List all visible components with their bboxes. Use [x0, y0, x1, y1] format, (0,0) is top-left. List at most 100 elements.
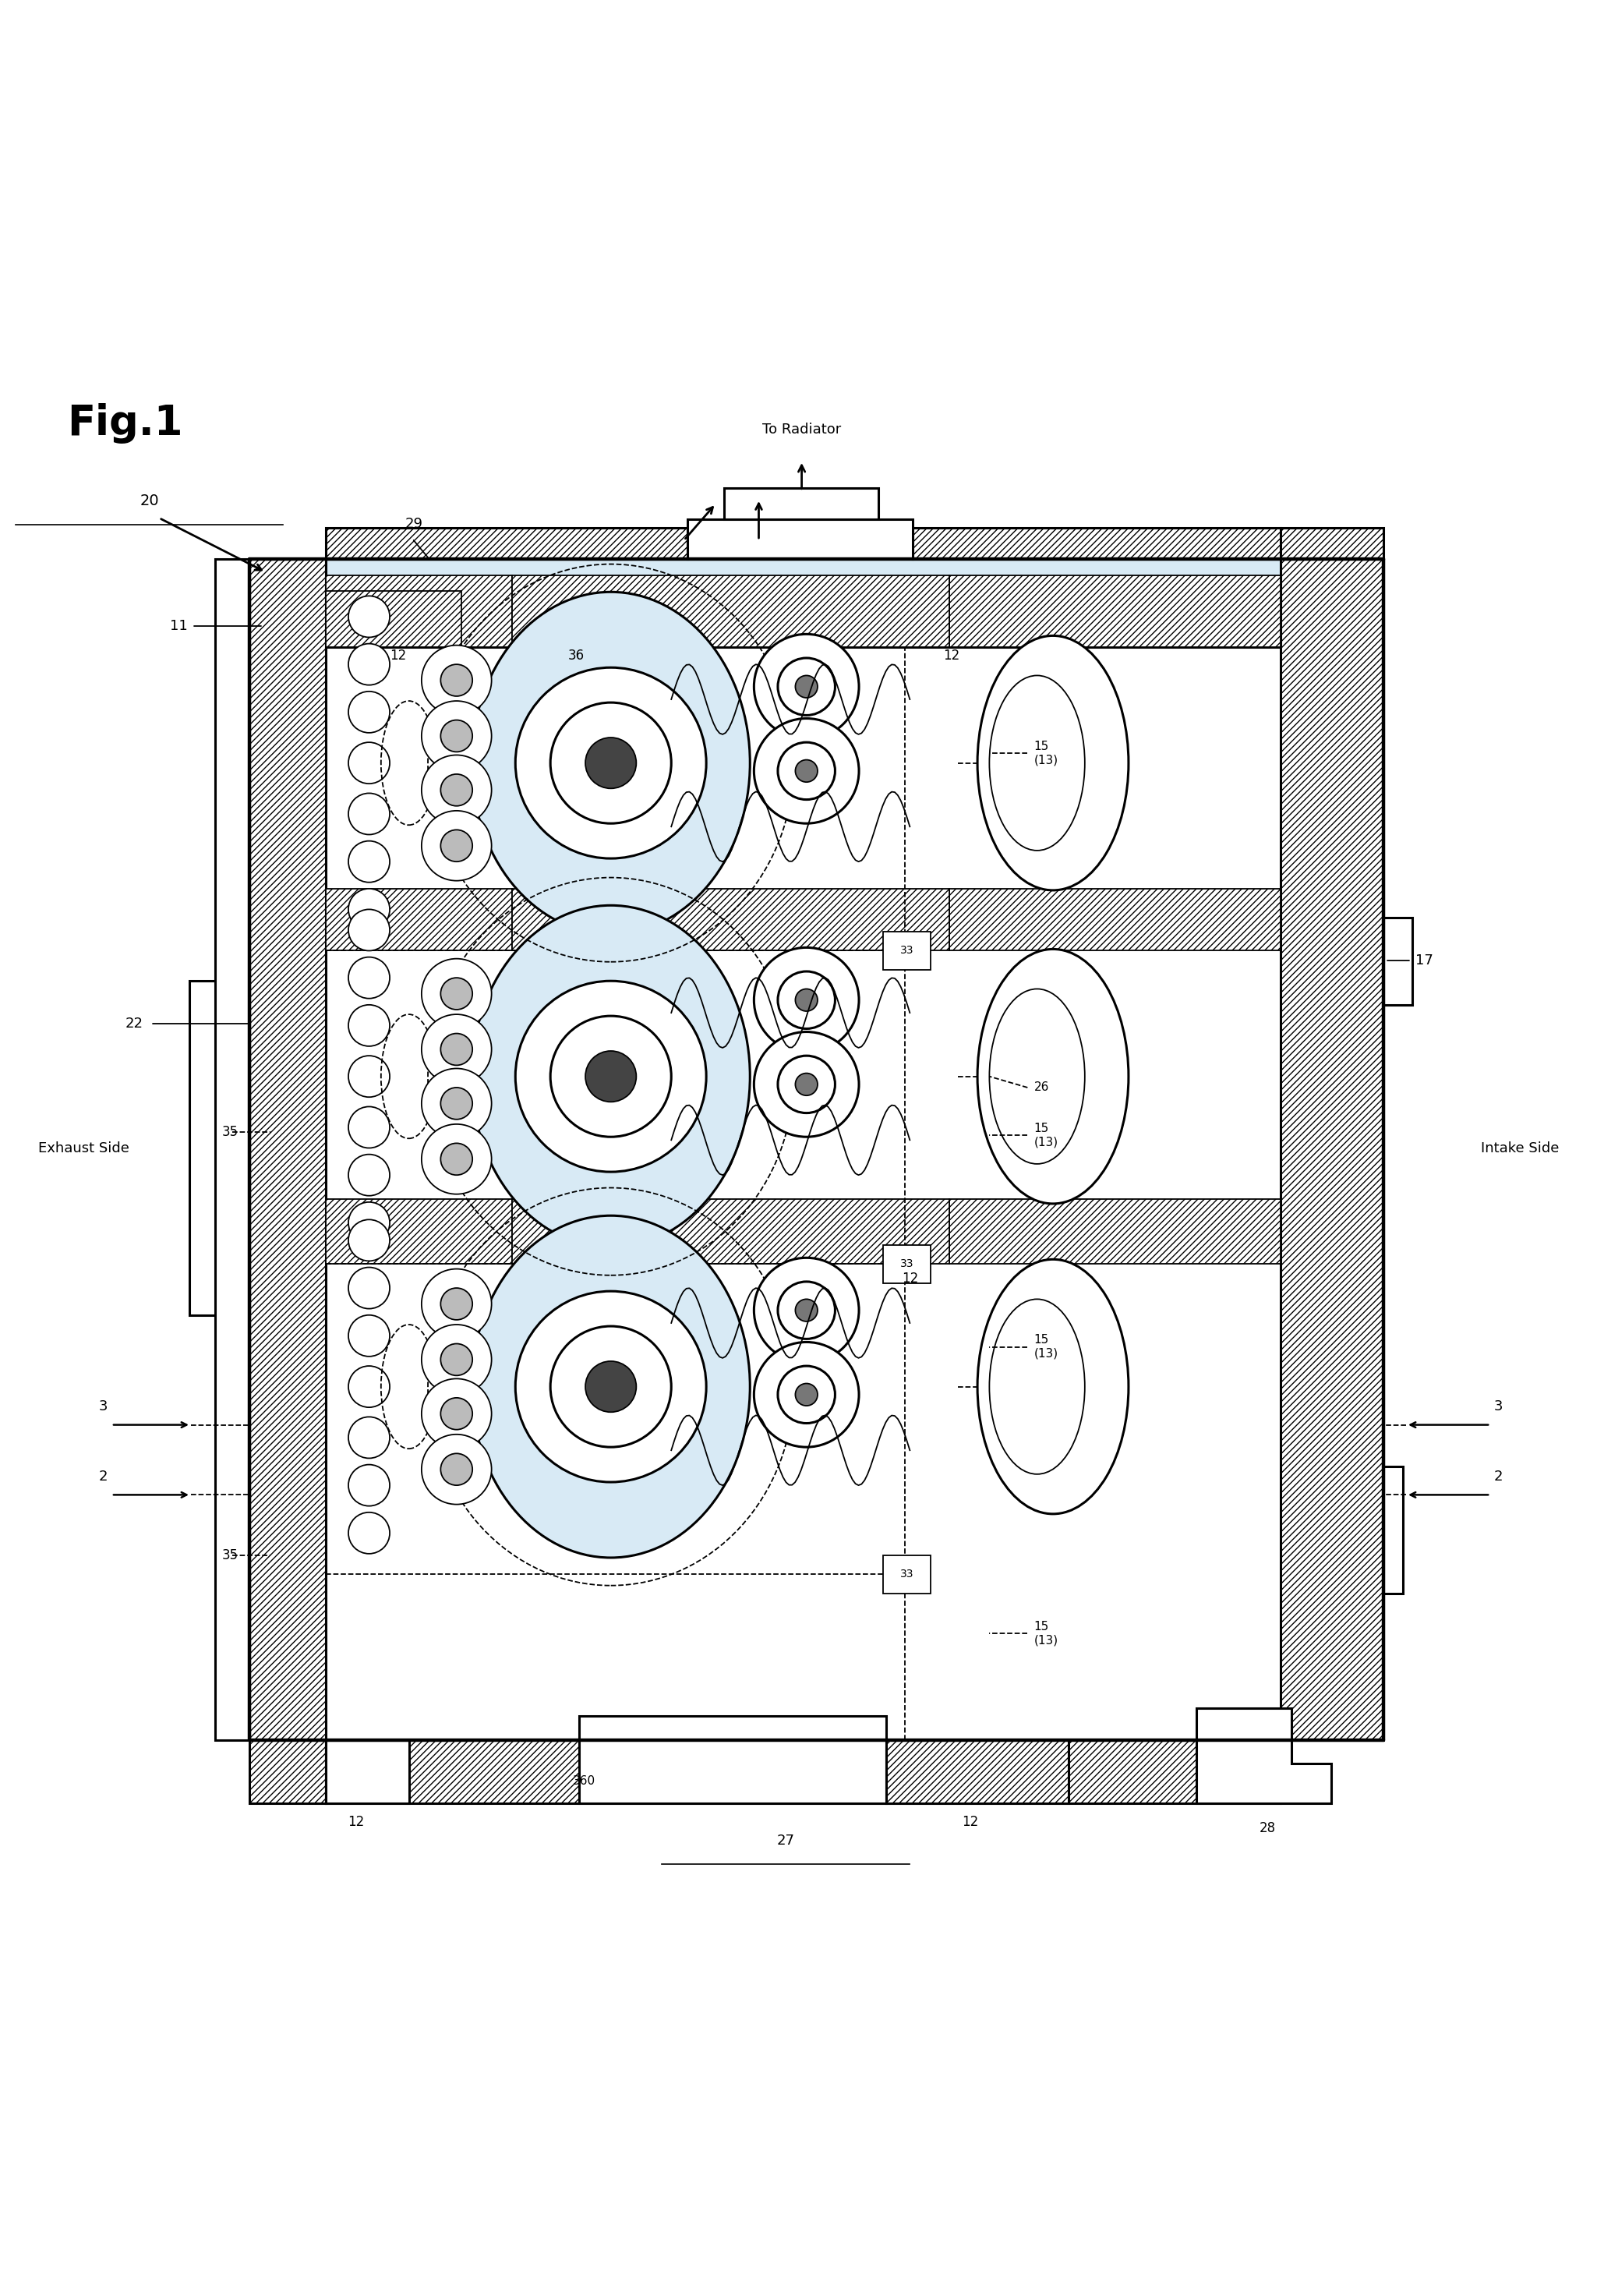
- Text: Exhaust Side: Exhaust Side: [38, 1141, 129, 1155]
- Circle shape: [422, 1325, 492, 1394]
- Polygon shape: [214, 560, 249, 1740]
- Text: 15
(13): 15 (13): [1033, 1334, 1059, 1359]
- Text: 2: 2: [99, 1469, 109, 1483]
- Polygon shape: [913, 528, 1281, 560]
- Polygon shape: [1281, 528, 1385, 560]
- Circle shape: [348, 1267, 390, 1309]
- Polygon shape: [950, 1199, 1281, 1265]
- Text: 22: 22: [125, 1017, 144, 1031]
- Polygon shape: [883, 1244, 931, 1283]
- Text: 12: 12: [942, 650, 960, 664]
- Circle shape: [516, 668, 706, 859]
- Text: Intake Side: Intake Side: [1480, 1141, 1559, 1155]
- Polygon shape: [190, 980, 249, 1316]
- Circle shape: [348, 1465, 390, 1506]
- Circle shape: [441, 1088, 473, 1120]
- Circle shape: [348, 1006, 390, 1047]
- Circle shape: [586, 737, 636, 788]
- Circle shape: [441, 829, 473, 861]
- Circle shape: [422, 700, 492, 771]
- Circle shape: [348, 1056, 390, 1097]
- Circle shape: [586, 1052, 636, 1102]
- Circle shape: [348, 597, 390, 638]
- Polygon shape: [326, 1740, 1281, 1802]
- Circle shape: [422, 645, 492, 716]
- Text: 12: 12: [902, 1272, 918, 1286]
- Polygon shape: [249, 560, 326, 1802]
- Circle shape: [348, 1107, 390, 1148]
- Circle shape: [551, 1015, 671, 1137]
- Text: 360: 360: [572, 1775, 596, 1786]
- Circle shape: [441, 774, 473, 806]
- Text: 29: 29: [404, 517, 423, 530]
- Circle shape: [348, 1316, 390, 1357]
- Text: 35: 35: [222, 1125, 238, 1139]
- Ellipse shape: [977, 948, 1129, 1203]
- Circle shape: [795, 675, 818, 698]
- Polygon shape: [687, 519, 913, 560]
- Polygon shape: [1385, 1467, 1402, 1593]
- Circle shape: [754, 948, 859, 1052]
- Circle shape: [795, 1384, 818, 1405]
- Circle shape: [422, 1015, 492, 1084]
- Text: 33: 33: [899, 946, 913, 955]
- Circle shape: [348, 909, 390, 951]
- Polygon shape: [513, 576, 950, 647]
- Circle shape: [348, 643, 390, 684]
- Polygon shape: [1196, 1708, 1332, 1802]
- Text: 33: 33: [899, 1568, 913, 1580]
- Text: 35: 35: [222, 1548, 238, 1561]
- Text: 15
(13): 15 (13): [1033, 742, 1059, 767]
- Circle shape: [516, 1290, 706, 1483]
- Circle shape: [348, 1513, 390, 1554]
- Polygon shape: [950, 889, 1281, 951]
- Circle shape: [754, 1343, 859, 1446]
- Polygon shape: [326, 590, 462, 647]
- Circle shape: [754, 1258, 859, 1364]
- Polygon shape: [326, 1199, 513, 1265]
- Circle shape: [586, 1362, 636, 1412]
- Polygon shape: [513, 1199, 950, 1265]
- Text: 36: 36: [567, 650, 585, 664]
- Circle shape: [778, 742, 835, 799]
- Text: 17: 17: [1415, 953, 1434, 967]
- Polygon shape: [1281, 560, 1385, 1740]
- Circle shape: [441, 1453, 473, 1486]
- Polygon shape: [326, 560, 1281, 647]
- Circle shape: [422, 755, 492, 824]
- Circle shape: [348, 840, 390, 882]
- Ellipse shape: [471, 592, 751, 934]
- Circle shape: [348, 889, 390, 930]
- Polygon shape: [326, 1740, 409, 1802]
- Ellipse shape: [471, 905, 751, 1247]
- Circle shape: [795, 1072, 818, 1095]
- Text: 27: 27: [776, 1835, 795, 1848]
- Circle shape: [422, 1378, 492, 1449]
- Circle shape: [551, 1327, 671, 1446]
- Circle shape: [422, 1068, 492, 1139]
- Polygon shape: [580, 1715, 886, 1802]
- Polygon shape: [326, 576, 513, 647]
- Polygon shape: [883, 1554, 931, 1593]
- Ellipse shape: [977, 636, 1129, 891]
- Circle shape: [778, 659, 835, 716]
- Circle shape: [348, 1219, 390, 1261]
- Text: 12: 12: [961, 1814, 979, 1830]
- Circle shape: [441, 721, 473, 751]
- Circle shape: [422, 1125, 492, 1194]
- Text: 15
(13): 15 (13): [1033, 1621, 1059, 1646]
- Circle shape: [348, 691, 390, 732]
- Circle shape: [551, 703, 671, 824]
- Circle shape: [795, 1300, 818, 1322]
- Text: 3: 3: [1493, 1401, 1503, 1414]
- Circle shape: [795, 990, 818, 1010]
- Text: To Radiator: To Radiator: [762, 422, 842, 436]
- Polygon shape: [950, 576, 1281, 647]
- Circle shape: [422, 960, 492, 1029]
- Circle shape: [754, 719, 859, 824]
- Circle shape: [422, 1435, 492, 1504]
- Circle shape: [348, 792, 390, 833]
- Circle shape: [754, 1031, 859, 1137]
- Text: 3: 3: [99, 1401, 109, 1414]
- Text: 33: 33: [899, 1258, 913, 1270]
